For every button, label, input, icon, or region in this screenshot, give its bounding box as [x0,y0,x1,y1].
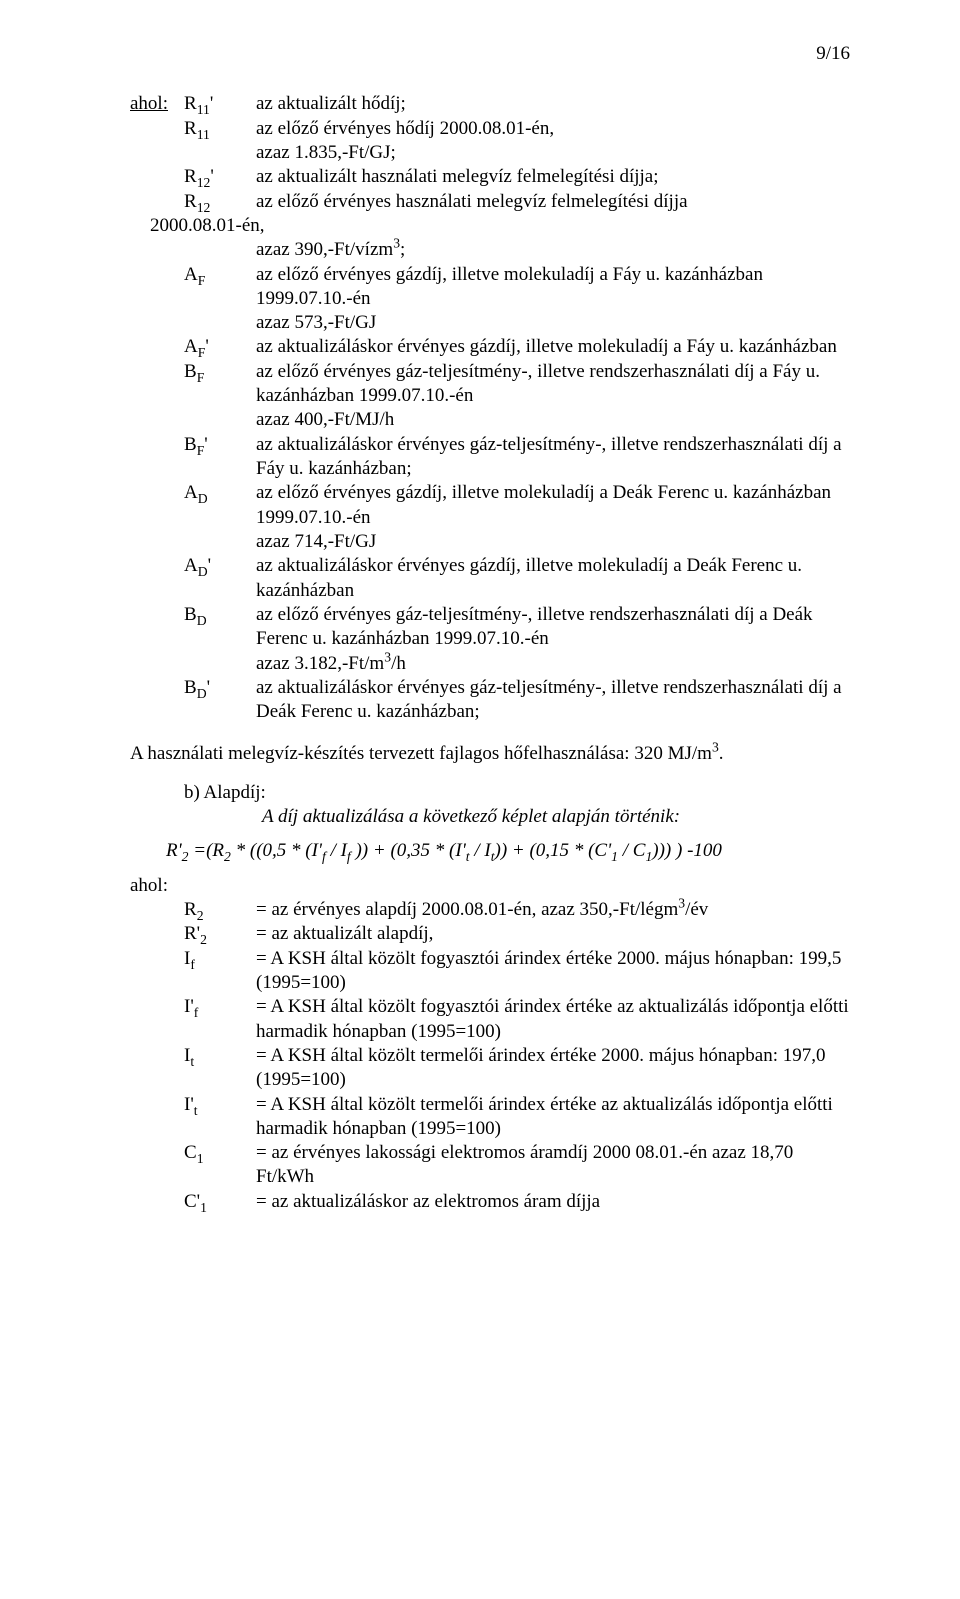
definition-row: It= A KSH által közölt termelői árindex … [184,1044,850,1093]
definition-desc: az előző érvényes gázdíj, illetve moleku… [256,481,850,554]
definition-desc: = az aktualizált alapdíj, [256,922,850,946]
definition-desc: = A KSH által közölt fogyasztói árindex … [256,947,850,996]
definition-row: AD'az aktualizáláskor érvényes gázdíj, i… [184,554,850,603]
definition-row: If= A KSH által közölt fogyasztói árinde… [184,947,850,996]
definition-row: R12'az aktualizált használati melegvíz f… [184,165,850,189]
definition-desc: az aktualizáláskor érvényes gáz-teljesít… [256,676,850,725]
definition-symbol: I't [184,1093,256,1117]
mid-paragraph: A használati melegvíz-készítés tervezett… [130,742,850,766]
definition-symbol: R12 [184,190,256,214]
definition-desc: az aktualizált használati melegvíz felme… [256,165,850,189]
definition-desc: 2000.08.01-én,azaz 390,-Ft/vízm3; [150,214,850,263]
definitions-block-1: ahol: R11'az aktualizált hődíj;R11az elő… [130,92,850,724]
formula: R'2 =(R2 * ((0,5 * (I'f / If )) + (0,35 … [166,839,850,863]
definitions-list-1: R11'az aktualizált hődíj;R11az előző érv… [184,92,850,724]
definition-row: I't= A KSH által közölt termelői árindex… [184,1093,850,1142]
definition-desc: = A KSH által közölt termelői árindex ér… [256,1044,850,1093]
definition-desc: = az érvényes lakossági elektromos áramd… [256,1141,850,1190]
definition-symbol: I'f [184,995,256,1019]
definition-row: BDaz előző érvényes gáz-teljesítmény-, i… [184,603,850,676]
definition-desc: az előző érvényes használati melegvíz fe… [256,190,850,214]
definition-row: BF'az aktualizáláskor érvényes gáz-telje… [184,433,850,482]
lead-ahol: ahol: [130,92,184,116]
definition-row: R'2= az aktualizált alapdíj, [184,922,850,946]
definitions-list-2: R2= az érvényes alapdíj 2000.08.01-én, a… [130,898,850,1214]
definition-row: R11'az aktualizált hődíj; [184,92,850,116]
definition-row: R11az előző érvényes hődíj 2000.08.01-én… [184,117,850,166]
definition-desc: = A KSH által közölt fogyasztói árindex … [256,995,850,1044]
definition-desc: az előző érvényes gáz-teljesítmény-, ill… [256,360,850,433]
definition-row: R12az előző érvényes használati melegvíz… [184,190,850,214]
page-number: 9/16 [130,42,850,66]
definition-row: ADaz előző érvényes gázdíj, illetve mole… [184,481,850,554]
definition-symbol: R11 [184,117,256,141]
definition-desc: az előző érvényes gáz-teljesítmény-, ill… [256,603,850,676]
definition-symbol: R'2 [184,922,256,946]
definition-row: AF'az aktualizáláskor érvényes gázdíj, i… [184,335,850,359]
definition-desc: = az érvényes alapdíj 2000.08.01-én, aza… [256,898,850,922]
definition-symbol: AD [184,481,256,505]
definition-desc: az aktualizáláskor érvényes gázdíj, ille… [256,554,850,603]
definition-symbol: If [184,947,256,971]
definition-symbol: C1 [184,1141,256,1165]
definition-symbol: AF' [184,335,256,359]
definition-row: R2= az érvényes alapdíj 2000.08.01-én, a… [184,898,850,922]
definition-symbol: BD' [184,676,256,700]
definition-symbol: It [184,1044,256,1068]
definition-symbol: AF [184,263,256,287]
definition-desc: az aktualizáláskor érvényes gáz-teljesít… [256,433,850,482]
definition-symbol: BF [184,360,256,384]
section-b: b) Alapdíj: A díj aktualizálása a követk… [130,781,850,830]
definition-symbol: BF' [184,433,256,457]
definition-symbol: C'1 [184,1190,256,1214]
definition-symbol: R12' [184,165,256,189]
ahol-2: ahol: [130,874,850,898]
definition-desc: = A KSH által közölt termelői árindex ér… [256,1093,850,1142]
definition-symbol: R2 [184,898,256,922]
definition-row: C'1= az aktualizáláskor az elektromos ár… [184,1190,850,1214]
definition-row: BD'az aktualizáláskor érvényes gáz-telje… [184,676,850,725]
definition-symbol: R11' [184,92,256,116]
definition-row: C1= az érvényes lakossági elektromos ára… [184,1141,850,1190]
definition-desc: az aktualizáláskor érvényes gázdíj, ille… [256,335,850,359]
definition-symbol: BD [184,603,256,627]
definition-row: 2000.08.01-én,azaz 390,-Ft/vízm3; [184,214,850,263]
section-b-italic: A díj aktualizálása a következő képlet a… [184,805,850,829]
definition-desc: az aktualizált hődíj; [256,92,850,116]
definition-row: AFaz előző érvényes gázdíj, illetve mole… [184,263,850,336]
section-b-label: b) Alapdíj: [184,781,850,805]
definition-desc: az előző érvényes gázdíj, illetve moleku… [256,263,850,336]
definition-row: I'f= A KSH által közölt fogyasztói árind… [184,995,850,1044]
definition-desc: az előző érvényes hődíj 2000.08.01-én,az… [256,117,850,166]
definition-symbol: AD' [184,554,256,578]
definition-row: BFaz előző érvényes gáz-teljesítmény-, i… [184,360,850,433]
definition-desc: = az aktualizáláskor az elektromos áram … [256,1190,850,1214]
